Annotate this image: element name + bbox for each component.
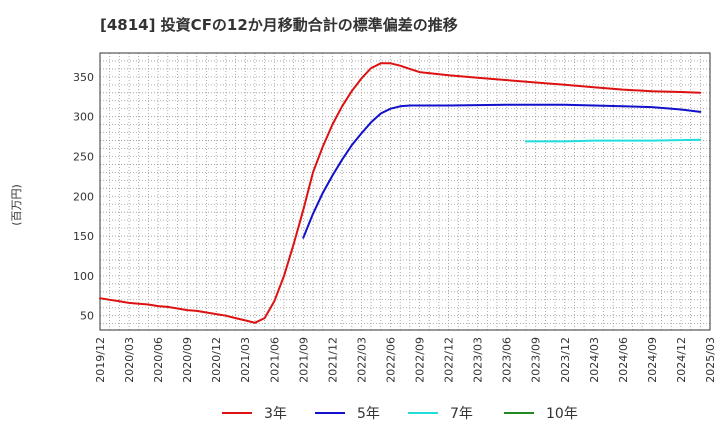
x-tick-label: 2021/03 <box>239 337 252 383</box>
x-tick-label: 2024/09 <box>646 337 659 383</box>
x-tick-label: 2021/06 <box>268 337 281 383</box>
y-tick-label: 100 <box>73 270 94 283</box>
y-axis-label: (百万円) <box>10 184 23 226</box>
x-tick-label: 2020/06 <box>152 337 165 383</box>
grid <box>100 52 710 330</box>
chart-title: [4814] 投資CFの12か月移動合計の標準偏差の推移 <box>100 16 458 34</box>
x-tick-label: 2024/03 <box>588 337 601 383</box>
series-line-5年 <box>302 103 702 239</box>
x-tick-label: 2024/12 <box>675 337 688 383</box>
x-tick-label: 2020/03 <box>123 337 136 383</box>
legend-label-5年: 5年 <box>357 406 380 422</box>
y-tick-label: 50 <box>80 310 94 323</box>
x-tick-label: 2022/09 <box>414 337 427 383</box>
x-tick-label: 2020/12 <box>210 337 223 383</box>
x-tick-label: 2022/12 <box>443 337 456 383</box>
series-line-7年 <box>525 138 702 143</box>
y-tick-label: 150 <box>73 230 94 243</box>
y-tick-label: 300 <box>73 111 94 124</box>
x-tick-label: 2020/09 <box>181 337 194 383</box>
x-tick-label: 2024/06 <box>617 337 630 383</box>
y-tick-labels: 50 100 150 200 250 300 350 <box>73 71 94 323</box>
x-tick-label: 2023/03 <box>472 337 485 383</box>
x-tick-label: 2023/09 <box>530 337 543 383</box>
legend-label-10年: 10年 <box>546 406 578 422</box>
series-lines <box>99 62 702 324</box>
legend-label-7年: 7年 <box>450 406 473 422</box>
y-tick-label: 350 <box>73 71 94 84</box>
x-tick-label: 2021/09 <box>297 337 310 383</box>
x-tick-label: 2022/06 <box>384 337 397 383</box>
y-tick-label: 200 <box>73 190 94 203</box>
series-line-3年 <box>99 62 702 324</box>
y-tick-label: 250 <box>73 150 94 163</box>
x-tick-label: 2025/03 <box>704 337 717 383</box>
x-tick-label: 2023/12 <box>559 337 572 383</box>
x-tick-label: 2022/03 <box>355 337 368 383</box>
legend: 3年 5年 7年 10年 <box>222 406 578 422</box>
x-tick-label: 2019/12 <box>94 337 107 383</box>
x-tick-labels: 2019/12 2020/03 2020/06 2020/09 2020/12 2021/… <box>94 337 717 383</box>
plot-frame <box>99 52 711 331</box>
x-tick-label: 2023/06 <box>501 337 514 383</box>
x-tick-label: 2021/12 <box>326 337 339 383</box>
legend-label-3年: 3年 <box>264 406 287 422</box>
